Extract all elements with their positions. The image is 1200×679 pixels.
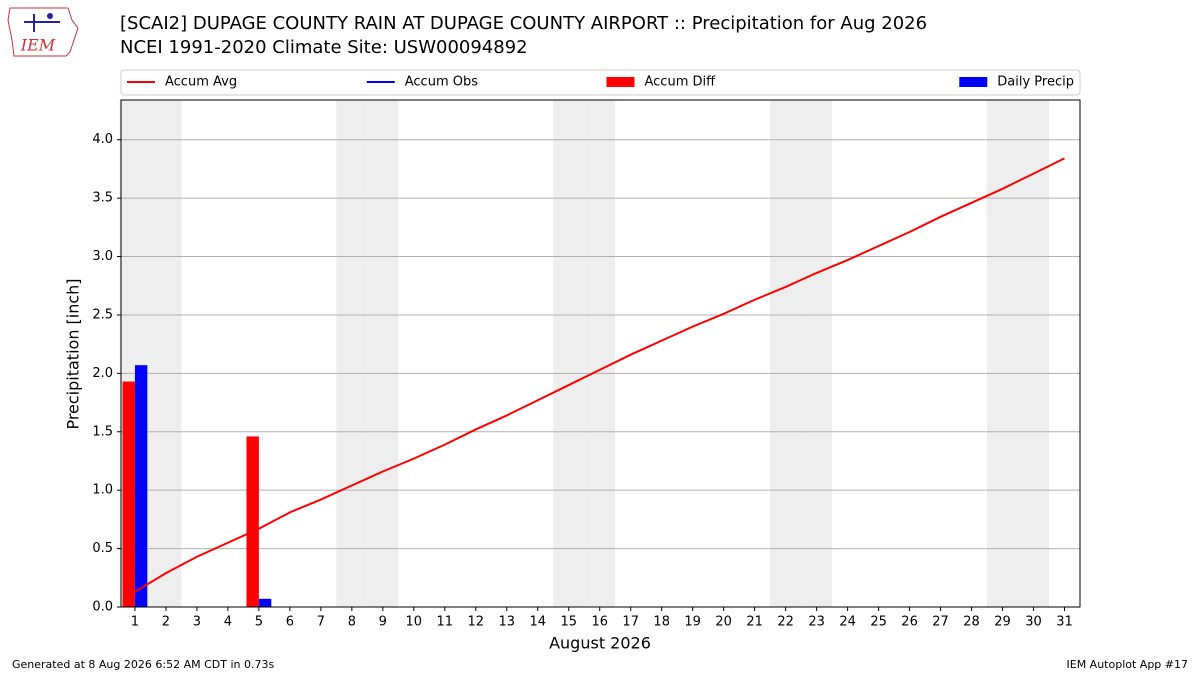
y-tick-label: 2.5 xyxy=(92,307,113,322)
bar xyxy=(134,365,148,607)
y-tick-label: 3.5 xyxy=(92,191,113,206)
x-tick-label: 2 xyxy=(162,615,170,630)
weekend-shade xyxy=(150,100,182,607)
x-tick-label: 31 xyxy=(1056,615,1073,630)
x-tick-label: 25 xyxy=(870,615,887,630)
weekend-shade xyxy=(336,100,368,607)
x-tick-label: 19 xyxy=(684,615,701,630)
x-tick-label: 16 xyxy=(591,615,608,630)
plot-frame xyxy=(120,99,1081,608)
x-tick-label: 4 xyxy=(224,615,232,630)
x-tick-label: 12 xyxy=(468,615,485,630)
line-series xyxy=(134,157,1065,593)
x-tick-label: 9 xyxy=(379,615,387,630)
legend-swatch xyxy=(959,77,988,87)
x-tick-label: 8 xyxy=(348,615,356,630)
weekend-shade xyxy=(801,100,833,607)
legend-label: Accum Avg xyxy=(165,75,237,90)
bar xyxy=(122,381,135,607)
legend-swatch xyxy=(606,77,635,87)
x-tick-label: 22 xyxy=(777,615,794,630)
x-tick-label: 29 xyxy=(994,615,1011,630)
x-tick-label: 27 xyxy=(932,615,949,630)
y-tick-label: 1.0 xyxy=(92,483,113,498)
x-tick-label: 17 xyxy=(622,615,639,630)
bar xyxy=(246,436,259,607)
bar xyxy=(258,598,272,607)
x-tick-label: 24 xyxy=(839,615,856,630)
legend-label: Daily Precip xyxy=(997,75,1074,90)
weekend-shade xyxy=(987,100,1019,607)
chart-subtitle: NCEI 1991-2020 Climate Site: USW00094892 xyxy=(120,37,528,58)
y-tick-label: 0.5 xyxy=(92,541,113,556)
x-tick-label: 3 xyxy=(193,615,201,630)
weekend-shade xyxy=(367,100,399,607)
y-tick-label: 3.0 xyxy=(92,249,113,264)
weekend-shade xyxy=(553,100,585,607)
x-axis-label: August 2026 xyxy=(549,634,651,653)
x-tick-label: 6 xyxy=(286,615,294,630)
x-tick-label: 13 xyxy=(498,615,515,630)
logo: IEM xyxy=(7,7,79,57)
chart-title: [SCAI2] DUPAGE COUNTY RAIN AT DUPAGE COU… xyxy=(120,13,927,34)
x-tick-label: 23 xyxy=(808,615,825,630)
footer-right: IEM Autoplot App #17 xyxy=(1067,658,1189,671)
x-tick-label: 20 xyxy=(715,615,732,630)
footer-left: Generated at 8 Aug 2026 6:52 AM CDT in 0… xyxy=(12,658,274,671)
y-tick-label: 4.0 xyxy=(92,132,113,147)
y-axis-label: Precipitation [inch] xyxy=(64,278,83,429)
legend-box xyxy=(120,69,1081,96)
y-tick-label: 0.0 xyxy=(92,600,113,615)
y-tick-label: 1.5 xyxy=(92,424,113,439)
x-tick-label: 1 xyxy=(131,615,139,630)
x-tick-label: 15 xyxy=(560,615,577,630)
x-tick-label: 28 xyxy=(963,615,980,630)
x-tick-label: 26 xyxy=(901,615,918,630)
weekend-shade xyxy=(770,100,802,607)
x-tick-label: 10 xyxy=(406,615,423,630)
weekend-shade xyxy=(584,100,616,607)
weekend-shade xyxy=(1018,100,1050,607)
x-tick-label: 30 xyxy=(1025,615,1042,630)
legend-label: Accum Diff xyxy=(645,75,717,90)
x-tick-label: 5 xyxy=(255,615,263,630)
x-tick-label: 21 xyxy=(746,615,763,630)
x-tick-label: 14 xyxy=(529,615,546,630)
legend-label: Accum Obs xyxy=(405,75,478,90)
x-tick-label: 11 xyxy=(437,615,454,630)
x-tick-label: 18 xyxy=(653,615,670,630)
logo-text: IEM xyxy=(20,36,56,55)
y-tick-label: 2.0 xyxy=(92,366,113,381)
x-tick-label: 7 xyxy=(317,615,325,630)
